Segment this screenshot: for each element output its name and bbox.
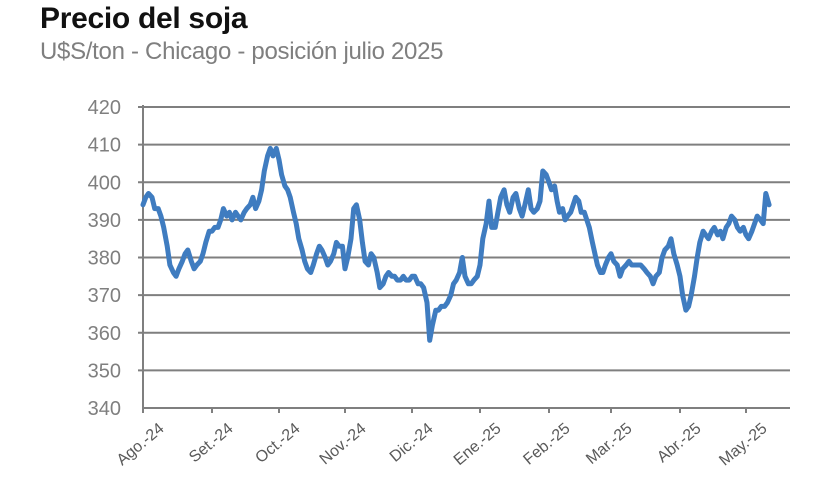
x-tick-label: May.-25 [716,420,770,469]
x-tick-label: Set.-24 [186,420,237,466]
chart-title: Precio del soja [40,2,248,35]
x-axis-labels: Ago.-24 Set.-24 Oct.-24 Nov.-24 Dic.-24 Ene.-… [114,420,771,469]
y-tick-label: 410 [88,135,121,157]
chart-subtitle: U$S/ton - Chicago - posición julio 2025 [40,38,444,65]
x-tick-label: Dic.-24 [387,420,437,466]
gridlines [138,106,790,372]
y-tick-label: 420 [88,97,121,119]
y-tick-label: 390 [88,210,121,232]
y-tick-label: 350 [88,360,121,382]
y-axis-labels: 340 350 360 370 380 390 400 410 420 [88,97,121,420]
x-tick-label: Nov.-24 [317,420,370,468]
x-axis [142,105,790,413]
x-tick-label: Ene.-25 [451,420,505,469]
y-tick-label: 380 [88,248,121,270]
x-tick-label: Oct.-24 [252,420,303,467]
y-tick-label: 400 [88,172,121,194]
x-tick-label: Abr.-25 [654,420,705,466]
y-tick-label: 360 [88,323,121,345]
x-tick-label: Ago.-24 [114,420,168,469]
price-line [140,145,772,343]
y-tick-label: 370 [88,285,121,307]
x-tick-label: Mar.-25 [583,420,636,468]
x-tick-label: Feb.-25 [520,420,573,469]
y-tick-label: 340 [88,398,121,420]
